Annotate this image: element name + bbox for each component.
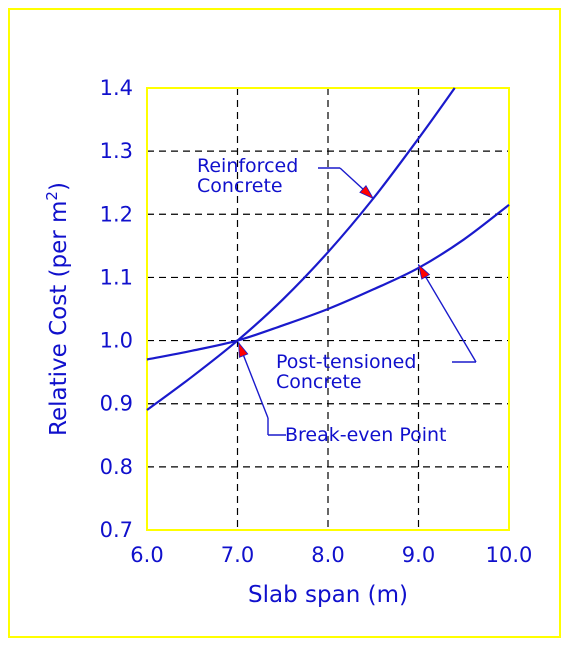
annotation-post-tensioned-text: Post-tensioned [276, 351, 416, 373]
annotations: ReinforcedConcretePost-tensionedConcrete… [197, 155, 477, 446]
annotation-break-even-arrowhead [238, 341, 249, 358]
y-axis-title: Relative Cost (per m2) [43, 182, 72, 436]
y-tick-label: 1.1 [100, 265, 133, 289]
outer-frame [8, 8, 561, 638]
series-lines [146, 87, 510, 411]
x-tick-label: 8.0 [311, 543, 344, 567]
x-tick-label: 7.0 [221, 543, 254, 567]
annotation-post-tensioned-leader [417, 264, 477, 363]
y-tick-label: 1.3 [100, 139, 133, 163]
y-tick-label: 0.8 [100, 455, 133, 479]
y-axis-title-main: Relative Cost (per m [46, 201, 72, 436]
x-axis-title: Slab span (m) [248, 582, 408, 608]
axis-titles: Slab span (m) Relative Cost (per m2) [43, 182, 408, 608]
annotation-break-even-text: Break-even Point [285, 424, 447, 446]
series-line-reinforced-concrete [146, 87, 456, 411]
x-tick-label: 9.0 [402, 543, 435, 567]
x-tick-label: 10.0 [486, 543, 533, 567]
x-tick-label: 6.0 [130, 543, 163, 567]
y-tick-label: 1.4 [100, 76, 133, 100]
annotation-post-tensioned-text: Concrete [276, 371, 362, 393]
annotation-reinforced-text: Reinforced [197, 155, 298, 177]
annotation-reinforced-text: Concrete [197, 175, 283, 197]
y-axis-title-close: ) [46, 182, 72, 191]
y-tick-label: 1.2 [100, 202, 133, 226]
tick-labels: 6.0 7.0 8.0 9.0 10.0 0.7 0.8 0.9 1.0 1.1 1.2 1.3 1.4 [100, 76, 533, 567]
y-axis-title-superscript: 2 [43, 191, 61, 201]
y-tick-label: 0.9 [100, 392, 133, 416]
series-line-post-tensioned-concrete [146, 203, 510, 361]
plot-area-frame [146, 87, 510, 531]
y-tick-label: 0.7 [100, 518, 133, 542]
annotation-reinforced-arrowhead [359, 185, 375, 200]
y-tick-label: 1.0 [100, 329, 133, 353]
annotation-post-tensioned-arrowhead [417, 263, 431, 280]
